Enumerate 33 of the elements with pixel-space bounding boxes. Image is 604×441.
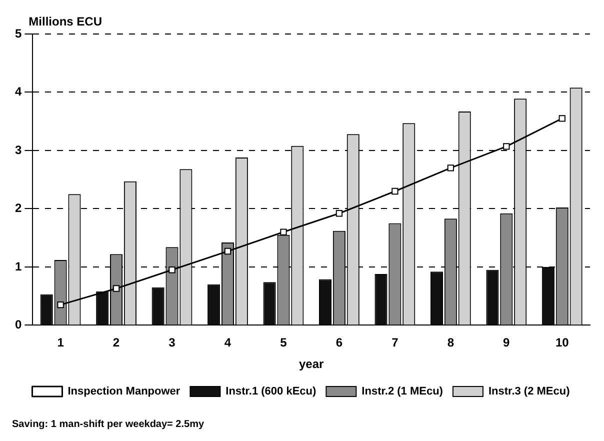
- x-tick-label: 10: [555, 336, 570, 350]
- legend-label: Instr.1 (600 kEcu): [226, 386, 317, 398]
- x-axis-title: year: [298, 357, 324, 372]
- point: [503, 143, 510, 150]
- y-axis-title: Millions ECU: [28, 14, 102, 28]
- y-tick-label: 3: [14, 142, 22, 157]
- point: [447, 164, 454, 172]
- legend-label: Inspection Manpower: [68, 386, 181, 398]
- y-tick-label: 1: [14, 259, 22, 274]
- x-tick-label: 2: [112, 336, 120, 350]
- x-tick-label: 1: [57, 336, 64, 350]
- point: [112, 285, 120, 292]
- x-tick-label: 8: [447, 336, 454, 350]
- y-tick-label: 2: [14, 201, 22, 216]
- point: [168, 266, 176, 274]
- point: [558, 115, 566, 122]
- y-tick-label: 5: [14, 26, 22, 40]
- legend-label: Instr.2 (1 MEcu): [362, 386, 444, 398]
- legend-label: Instr.3 (2 MEcu): [488, 386, 570, 398]
- y-tick-label: 0: [14, 318, 22, 332]
- x-tick-label: 6: [336, 336, 343, 350]
- x-tick-label: 5: [280, 336, 288, 350]
- point: [392, 188, 398, 195]
- point: [57, 301, 64, 308]
- point: [280, 228, 287, 236]
- x-tick-label: 7: [392, 336, 399, 350]
- text: Saving: 1 man-shift per weekday= 2.5my: [12, 418, 204, 430]
- x-tick-label: 4: [224, 336, 232, 350]
- y-tick-label: 4: [14, 84, 22, 99]
- point: [224, 248, 232, 255]
- point: [336, 210, 343, 217]
- x-tick-label: 3: [168, 336, 176, 350]
- x-tick-label: 9: [503, 336, 510, 350]
